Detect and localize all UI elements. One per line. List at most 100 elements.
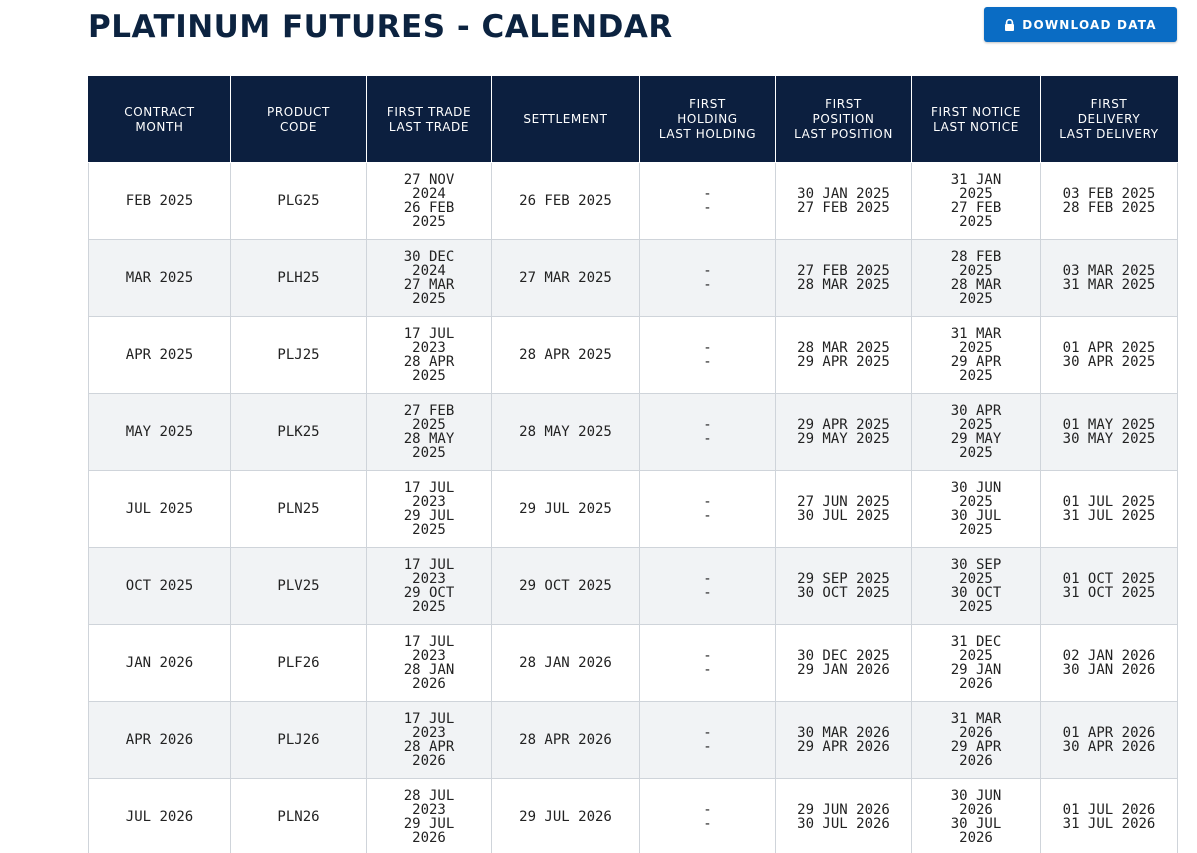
cell-settlement: 29 JUL 2025 — [491, 470, 640, 548]
first-trade: 27 FEB 2025 — [403, 403, 455, 433]
first-holding: - — [703, 648, 712, 664]
first-trade: 17 JUL 2023 — [403, 480, 455, 510]
cell-contract-month: FEB 2025 — [88, 162, 231, 240]
table-row: JAN 2026 PLF26 17 JUL 2023 28 JAN 2026 28 JA… — [88, 624, 1178, 702]
cell-settlement: 28 APR 2026 — [491, 701, 640, 779]
cell-first-last-holding: -- — [639, 624, 776, 702]
download-data-label: DOWNLOAD DATA — [1022, 17, 1157, 32]
first-position: 28 MAR 2025 — [797, 340, 890, 356]
header-product-code: PRODUCT CODE — [230, 76, 367, 163]
lock-icon — [1004, 18, 1015, 31]
first-delivery: 01 APR 2025 — [1062, 340, 1156, 356]
last-position: 30 OCT 2025 — [797, 585, 890, 601]
cell-first-last-delivery: 01 JUL 2026 31 JUL 2026 — [1040, 778, 1178, 853]
cell-contract-month: JUL 2025 — [88, 470, 231, 548]
cell-settlement: 26 FEB 2025 — [491, 162, 640, 240]
cell-first-last-position: 28 MAR 2025 29 APR 2025 — [775, 316, 912, 394]
cell-first-last-delivery: 02 JAN 2026 30 JAN 2026 — [1040, 624, 1178, 702]
first-trade: 17 JUL 2023 — [403, 711, 455, 741]
last-notice: 30 JUL 2026 — [950, 816, 1002, 846]
table-row: JUL 2025 PLN25 17 JUL 2023 29 JUL 2025 29 JU… — [88, 470, 1178, 548]
last-notice: 29 MAY 2025 — [950, 431, 1002, 461]
first-position: 30 DEC 2025 — [797, 648, 890, 664]
cell-contract-month: MAR 2025 — [88, 239, 231, 317]
table-row: JUL 2026 PLN26 28 JUL 2023 29 JUL 2026 29 JU… — [88, 778, 1178, 853]
cell-first-last-position: 29 APR 2025 29 MAY 2025 — [775, 393, 912, 471]
cell-product-code: PLF26 — [230, 624, 367, 702]
first-delivery: 02 JAN 2026 — [1062, 648, 1156, 664]
cell-first-last-position: 30 JAN 2025 27 FEB 2025 — [775, 162, 912, 240]
cell-first-last-delivery: 01 JUL 2025 31 JUL 2025 — [1040, 470, 1178, 548]
last-position: 30 JUL 2025 — [797, 508, 890, 524]
cell-contract-month: JAN 2026 — [88, 624, 231, 702]
last-position: 27 FEB 2025 — [797, 200, 890, 216]
cell-first-last-position: 27 JUN 2025 30 JUL 2025 — [775, 470, 912, 548]
cell-first-last-notice: 28 FEB 2025 28 MAR 2025 — [911, 239, 1041, 317]
table-row: MAR 2025 PLH25 30 DEC 2024 27 MAR 2025 27 MA… — [88, 239, 1178, 317]
last-trade: 29 JUL 2025 — [403, 508, 455, 538]
last-position: 30 JUL 2026 — [797, 816, 890, 832]
first-holding: - — [703, 263, 712, 279]
last-holding: - — [703, 200, 712, 216]
first-position: 29 APR 2025 — [797, 417, 890, 433]
first-delivery: 01 JUL 2026 — [1062, 802, 1156, 818]
cell-first-last-holding: -- — [639, 239, 776, 317]
last-holding: - — [703, 277, 712, 293]
first-trade: 17 JUL 2023 — [403, 634, 455, 664]
first-trade: 30 DEC 2024 — [403, 249, 455, 279]
cell-first-last-notice: 31 JAN 2025 27 FEB 2025 — [911, 162, 1041, 240]
last-notice: 29 APR 2025 — [950, 354, 1002, 384]
table-header-row: CONTRACT MONTH PRODUCT CODE FIRST TRADE LAS… — [88, 76, 1178, 163]
header-first-last-holding: FIRST HOLDING LAST HOLDING — [639, 76, 776, 163]
last-delivery: 28 FEB 2025 — [1062, 200, 1156, 216]
last-delivery: 30 APR 2025 — [1062, 354, 1156, 370]
first-holding: - — [703, 186, 712, 202]
first-holding: - — [703, 494, 712, 510]
cell-first-last-delivery: 01 MAY 2025 30 MAY 2025 — [1040, 393, 1178, 471]
cell-first-last-trade: 17 JUL 2023 28 JAN 2026 — [366, 624, 492, 702]
first-delivery: 01 JUL 2025 — [1062, 494, 1156, 510]
cell-first-last-trade: 27 NOV 2024 26 FEB 2025 — [366, 162, 492, 240]
last-holding: - — [703, 354, 712, 370]
last-holding: - — [703, 431, 712, 447]
first-notice: 28 FEB 2025 — [950, 249, 1002, 279]
first-delivery: 03 FEB 2025 — [1062, 186, 1156, 202]
header-first-last-delivery: FIRST DELIVERY LAST DELIVERY — [1040, 76, 1178, 163]
cell-first-last-trade: 17 JUL 2023 29 OCT 2025 — [366, 547, 492, 625]
first-notice: 31 DEC 2025 — [950, 634, 1002, 664]
last-delivery: 30 MAY 2025 — [1062, 431, 1156, 447]
cell-first-last-holding: -- — [639, 778, 776, 853]
cell-first-last-notice: 30 JUN 2025 30 JUL 2025 — [911, 470, 1041, 548]
last-holding: - — [703, 585, 712, 601]
cell-first-last-notice: 30 SEP 2025 30 OCT 2025 — [911, 547, 1041, 625]
cell-product-code: PLG25 — [230, 162, 367, 240]
last-trade: 29 OCT 2025 — [403, 585, 455, 615]
first-trade: 27 NOV 2024 — [403, 172, 455, 202]
cell-settlement: 28 MAY 2025 — [491, 393, 640, 471]
cell-product-code: PLJ26 — [230, 701, 367, 779]
cell-contract-month: JUL 2026 — [88, 778, 231, 853]
cell-first-last-holding: -- — [639, 393, 776, 471]
cell-first-last-delivery: 01 APR 2025 30 APR 2025 — [1040, 316, 1178, 394]
cell-product-code: PLH25 — [230, 239, 367, 317]
first-notice: 31 MAR 2026 — [950, 711, 1002, 741]
cell-first-last-trade: 28 JUL 2023 29 JUL 2026 — [366, 778, 492, 853]
last-delivery: 30 APR 2026 — [1062, 739, 1156, 755]
first-holding: - — [703, 725, 712, 741]
last-delivery: 31 OCT 2025 — [1062, 585, 1156, 601]
first-position: 29 SEP 2025 — [797, 571, 890, 587]
cell-first-last-delivery: 03 FEB 2025 28 FEB 2025 — [1040, 162, 1178, 240]
last-delivery: 30 JAN 2026 — [1062, 662, 1156, 678]
last-trade: 28 MAY 2025 — [403, 431, 455, 461]
download-data-button[interactable]: DOWNLOAD DATA — [984, 7, 1177, 42]
first-notice: 31 MAR 2025 — [950, 326, 1002, 356]
cell-product-code: PLK25 — [230, 393, 367, 471]
first-holding: - — [703, 417, 712, 433]
first-trade: 17 JUL 2023 — [403, 557, 455, 587]
cell-first-last-notice: 30 JUN 2026 30 JUL 2026 — [911, 778, 1041, 853]
cell-settlement: 28 JAN 2026 — [491, 624, 640, 702]
cell-contract-month: APR 2026 — [88, 701, 231, 779]
header-first-last-position: FIRST POSITION LAST POSITION — [775, 76, 912, 163]
first-trade: 28 JUL 2023 — [403, 788, 455, 818]
first-position: 27 JUN 2025 — [797, 494, 890, 510]
